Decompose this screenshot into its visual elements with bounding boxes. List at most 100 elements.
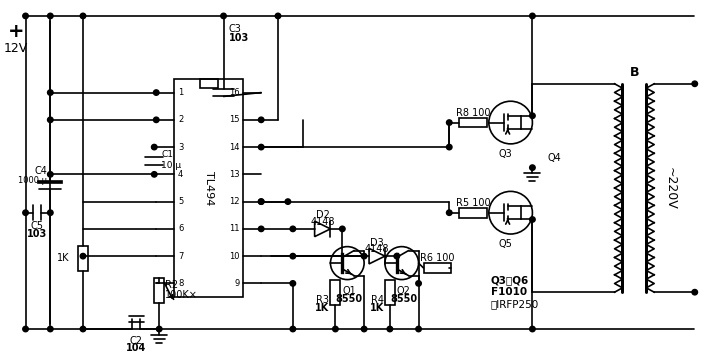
Text: 6: 6: [178, 224, 183, 233]
Circle shape: [80, 13, 86, 19]
Text: 10 μ: 10 μ: [161, 161, 181, 170]
Circle shape: [692, 81, 697, 86]
Text: C2: C2: [130, 336, 143, 346]
Circle shape: [387, 326, 393, 332]
Circle shape: [48, 326, 53, 332]
Text: 104: 104: [126, 343, 146, 353]
Circle shape: [153, 90, 159, 95]
Bar: [459, 118, 487, 127]
Text: R3: R3: [317, 295, 329, 305]
Text: 103: 103: [27, 229, 48, 239]
Circle shape: [23, 210, 28, 216]
Circle shape: [361, 326, 367, 332]
Text: 100K×: 100K×: [165, 290, 198, 300]
Circle shape: [156, 326, 162, 332]
Circle shape: [290, 281, 295, 286]
Circle shape: [530, 13, 535, 19]
Circle shape: [530, 113, 535, 119]
Bar: [200, 79, 217, 88]
Circle shape: [530, 217, 535, 222]
Circle shape: [361, 253, 367, 259]
Text: 1: 1: [178, 88, 183, 97]
Text: 9: 9: [234, 279, 239, 288]
Circle shape: [48, 13, 53, 19]
Text: 10: 10: [229, 252, 239, 261]
Bar: [459, 208, 487, 218]
Circle shape: [447, 120, 452, 125]
Bar: [174, 79, 244, 297]
Circle shape: [290, 226, 295, 232]
Text: R6 100: R6 100: [420, 253, 454, 263]
Text: R8 100: R8 100: [456, 108, 491, 118]
Text: 12: 12: [229, 197, 239, 206]
Text: 4148: 4148: [310, 217, 335, 227]
Circle shape: [416, 326, 421, 332]
Text: C5: C5: [31, 221, 44, 231]
Text: 12V: 12V: [4, 42, 28, 55]
Text: 1K: 1K: [315, 303, 329, 313]
Circle shape: [692, 290, 697, 295]
Circle shape: [48, 210, 53, 216]
Circle shape: [221, 13, 226, 19]
Text: B: B: [630, 65, 639, 79]
Text: 15: 15: [229, 115, 239, 124]
Circle shape: [151, 172, 157, 177]
Text: 8550: 8550: [336, 294, 363, 304]
Circle shape: [151, 144, 157, 150]
Circle shape: [258, 199, 264, 204]
Text: R5 100: R5 100: [456, 198, 491, 208]
Circle shape: [258, 117, 264, 122]
Text: 3: 3: [178, 143, 183, 152]
Text: 4148: 4148: [365, 244, 389, 255]
Text: TL494: TL494: [204, 171, 214, 205]
Text: 或IRFP250: 或IRFP250: [491, 299, 539, 309]
Text: Q1: Q1: [342, 286, 356, 296]
Bar: [385, 280, 395, 305]
Circle shape: [153, 117, 159, 122]
Circle shape: [258, 226, 264, 232]
Text: 8: 8: [178, 279, 183, 288]
Circle shape: [394, 253, 400, 259]
Text: Q3～Q6: Q3～Q6: [491, 275, 529, 286]
Circle shape: [447, 210, 452, 216]
Text: 1000 μ: 1000 μ: [18, 176, 48, 185]
Circle shape: [80, 326, 86, 332]
Circle shape: [80, 253, 86, 259]
Text: 5: 5: [178, 197, 183, 206]
Circle shape: [23, 326, 28, 332]
Circle shape: [258, 199, 264, 204]
Text: 13: 13: [229, 170, 239, 179]
Text: 2: 2: [178, 115, 183, 124]
Circle shape: [275, 13, 280, 19]
Text: D3: D3: [370, 238, 384, 247]
Text: 1K: 1K: [57, 253, 69, 263]
Circle shape: [285, 199, 290, 204]
Text: +: +: [7, 22, 24, 41]
Text: C3: C3: [229, 24, 241, 34]
Text: C1: C1: [161, 150, 173, 159]
Bar: [330, 280, 340, 305]
Text: Q4: Q4: [547, 153, 561, 163]
Bar: [78, 246, 88, 271]
Circle shape: [48, 90, 53, 95]
Text: 1K: 1K: [370, 303, 384, 313]
Text: Q2: Q2: [397, 286, 410, 296]
Text: 11: 11: [229, 224, 239, 233]
Circle shape: [333, 326, 338, 332]
Circle shape: [416, 281, 421, 286]
Circle shape: [258, 144, 264, 150]
Text: F1010: F1010: [491, 287, 527, 297]
Circle shape: [290, 253, 295, 259]
Circle shape: [447, 144, 452, 150]
Text: D2: D2: [316, 210, 329, 220]
Circle shape: [48, 117, 53, 122]
Text: 7: 7: [178, 252, 183, 261]
Text: 4: 4: [178, 170, 183, 179]
Text: 103: 103: [229, 33, 248, 43]
Text: 14: 14: [229, 143, 239, 152]
Circle shape: [339, 226, 345, 232]
Circle shape: [290, 326, 295, 332]
Text: C4: C4: [35, 166, 48, 176]
Text: R2: R2: [165, 280, 178, 290]
Circle shape: [530, 326, 535, 332]
